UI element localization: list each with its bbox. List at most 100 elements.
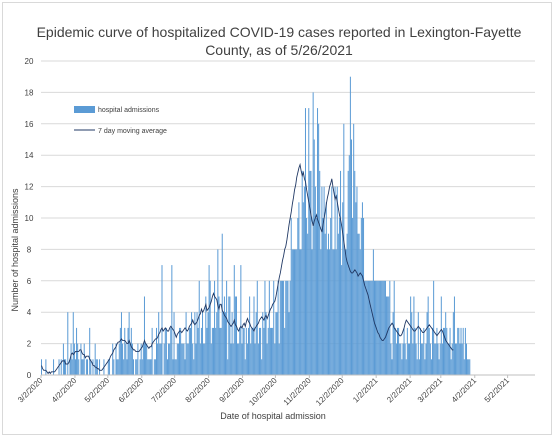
bar	[222, 312, 224, 375]
bar	[320, 249, 322, 375]
bar	[429, 343, 431, 375]
bar	[191, 312, 193, 375]
bar	[264, 280, 266, 375]
bar	[294, 249, 296, 375]
bar	[128, 312, 130, 375]
bar	[133, 359, 135, 375]
bar	[136, 359, 138, 375]
bar	[62, 343, 64, 375]
bar	[228, 296, 230, 375]
bar	[410, 296, 412, 375]
bar	[419, 327, 421, 375]
moving-average-line	[41, 162, 454, 375]
bar	[367, 280, 369, 375]
bar	[214, 280, 216, 375]
bar	[347, 170, 349, 375]
bar	[407, 343, 409, 375]
bar	[450, 359, 452, 375]
bar	[441, 343, 443, 375]
x-tick-label: 9/2/2020	[218, 376, 247, 405]
bar	[400, 343, 402, 375]
bar	[422, 343, 424, 375]
bar	[237, 343, 239, 375]
bar	[81, 359, 83, 375]
bar	[169, 343, 171, 375]
legend-bar-label: hospital admissions	[98, 107, 160, 114]
axes	[40, 374, 535, 378]
x-tick-label: 5/2/2021	[483, 376, 512, 405]
bar	[298, 202, 300, 375]
bar	[434, 343, 436, 375]
bar	[424, 359, 426, 375]
x-tick-labels: 3/2/2020 4/2/2020 5/2/2020 6/2/2020 7/2/2020…	[16, 376, 511, 408]
bar	[130, 327, 132, 375]
bar	[197, 327, 199, 375]
bar	[242, 327, 244, 375]
bar	[355, 202, 357, 375]
bar	[251, 327, 253, 375]
bar	[368, 280, 370, 375]
bar	[177, 343, 179, 375]
bar	[199, 343, 201, 375]
bar	[361, 202, 363, 375]
bar	[122, 343, 124, 375]
bar	[150, 359, 152, 375]
bar	[285, 280, 287, 375]
x-tick-label: 12/2/2020	[314, 376, 346, 408]
bar	[463, 359, 465, 375]
bar	[286, 280, 288, 375]
bar	[334, 186, 336, 375]
x-tick-label: 3/2/2021	[416, 376, 445, 405]
bar	[261, 359, 263, 375]
bar	[311, 249, 313, 375]
bar	[342, 202, 344, 375]
bar	[149, 359, 151, 375]
bar	[394, 327, 396, 375]
bar	[460, 327, 462, 375]
bar	[142, 343, 144, 375]
bar	[468, 359, 470, 375]
bar	[146, 343, 148, 375]
y-tick-label: 16	[25, 120, 34, 129]
bar	[379, 280, 381, 375]
bar	[195, 343, 197, 375]
bar	[279, 280, 281, 375]
bar	[253, 296, 255, 375]
bar	[115, 343, 117, 375]
bar	[430, 359, 432, 375]
bar	[383, 280, 385, 375]
bar	[373, 280, 375, 375]
bar	[401, 359, 403, 375]
bar	[444, 327, 446, 375]
bar	[203, 343, 205, 375]
legend-line-label: 7 day moving average	[98, 128, 167, 135]
bar	[343, 123, 345, 375]
bar	[317, 108, 319, 375]
bar	[96, 359, 98, 375]
bar	[183, 343, 185, 375]
bar	[60, 359, 62, 375]
bar	[418, 359, 420, 375]
bar	[442, 327, 444, 375]
bar	[304, 108, 306, 375]
bar	[113, 359, 115, 375]
bar	[358, 233, 360, 375]
bar	[140, 343, 142, 375]
bar	[391, 359, 393, 375]
bar	[123, 359, 125, 375]
bar	[413, 296, 415, 375]
bar	[301, 170, 303, 375]
bar	[192, 343, 194, 375]
bar	[254, 343, 256, 375]
bar	[404, 343, 406, 375]
bar	[205, 296, 207, 375]
bar	[392, 312, 394, 375]
y-tick-label: 12	[25, 183, 34, 192]
bar	[71, 359, 73, 375]
legend: hospital admissions 7 day moving average	[74, 106, 167, 135]
bar	[187, 343, 189, 375]
bar	[193, 359, 195, 375]
bar	[168, 343, 170, 375]
bar	[189, 327, 191, 375]
